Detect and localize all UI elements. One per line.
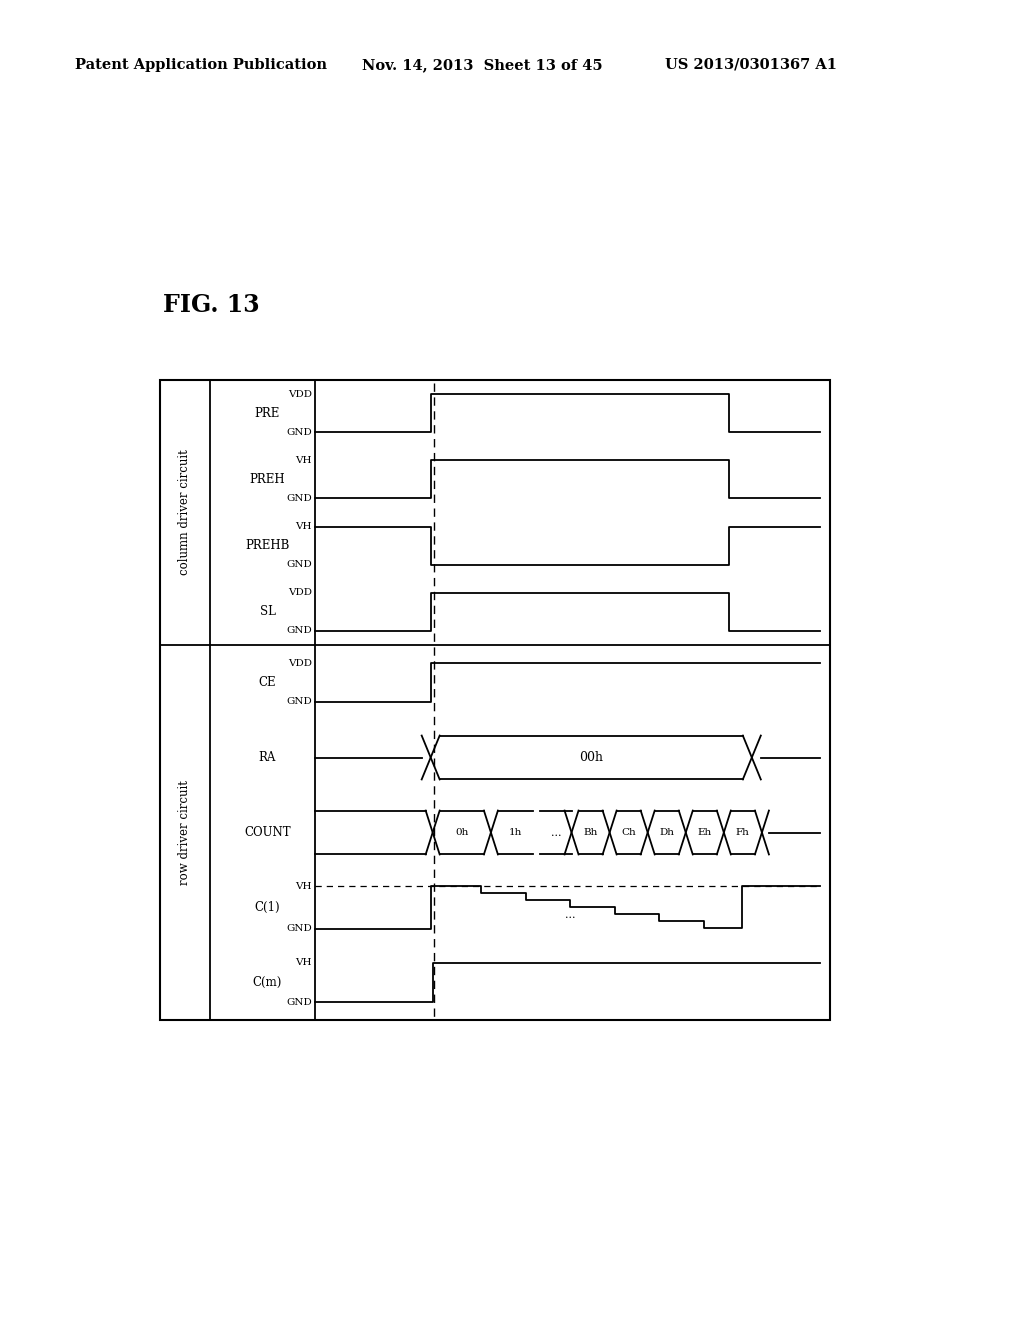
Text: Eh: Eh (697, 828, 712, 837)
Text: VDD: VDD (288, 659, 312, 668)
Text: VDD: VDD (288, 389, 312, 399)
Text: 00h: 00h (580, 751, 603, 764)
Text: VDD: VDD (288, 589, 312, 598)
Text: CE: CE (259, 676, 276, 689)
Text: VH: VH (296, 958, 312, 968)
Text: C(m): C(m) (253, 975, 283, 989)
Text: PREHB: PREHB (246, 539, 290, 552)
Text: Fh: Fh (736, 828, 750, 837)
Text: SL: SL (259, 606, 275, 618)
Text: Bh: Bh (584, 828, 598, 837)
Text: Ch: Ch (622, 828, 636, 837)
Text: GND: GND (287, 626, 312, 635)
Text: row driver circuit: row driver circuit (178, 780, 191, 884)
Text: C(1): C(1) (255, 902, 281, 913)
Text: GND: GND (287, 697, 312, 706)
Text: US 2013/0301367 A1: US 2013/0301367 A1 (665, 58, 837, 73)
Text: ...: ... (551, 828, 561, 837)
Text: RA: RA (259, 751, 276, 764)
Text: GND: GND (287, 998, 312, 1007)
Text: GND: GND (287, 924, 312, 933)
Text: PRE: PRE (255, 407, 281, 420)
Text: VH: VH (296, 455, 312, 465)
Text: PREH: PREH (250, 473, 286, 486)
Text: Nov. 14, 2013  Sheet 13 of 45: Nov. 14, 2013 Sheet 13 of 45 (362, 58, 603, 73)
Text: Patent Application Publication: Patent Application Publication (75, 58, 327, 73)
Text: 0h: 0h (455, 828, 468, 837)
Text: FIG. 13: FIG. 13 (163, 293, 260, 317)
Text: GND: GND (287, 428, 312, 437)
Text: ...: ... (565, 911, 575, 920)
Text: GND: GND (287, 494, 312, 503)
Text: 1h: 1h (509, 828, 522, 837)
Text: GND: GND (287, 560, 312, 569)
Text: Dh: Dh (659, 828, 674, 837)
Text: VH: VH (296, 523, 312, 531)
Text: COUNT: COUNT (244, 826, 291, 840)
Text: column driver circuit: column driver circuit (178, 450, 191, 576)
Text: VH: VH (296, 882, 312, 891)
Bar (160, 380, 830, 1020)
